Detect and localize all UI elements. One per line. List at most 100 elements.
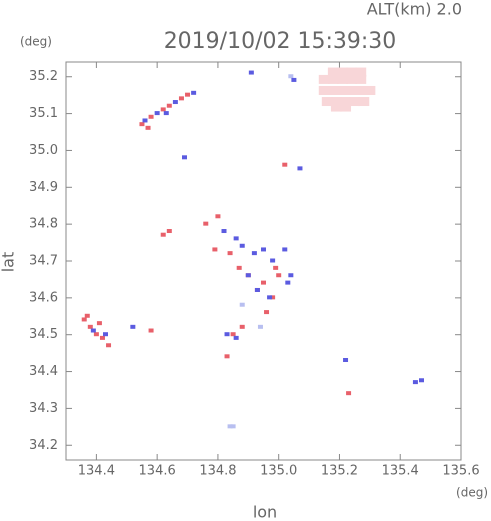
y-axis-label: lat (0, 252, 18, 273)
echo-point (346, 74, 358, 84)
echo-point (239, 243, 245, 248)
echo-point (267, 295, 273, 300)
echo-point (227, 424, 233, 429)
echo-point (276, 273, 282, 278)
echo-point (81, 317, 87, 322)
chart-title: 2019/10/02 15:39:30 (164, 29, 397, 54)
echo-point (282, 247, 288, 252)
echo-point (327, 85, 339, 95)
echo-point (245, 273, 251, 278)
echo-point (227, 251, 233, 256)
echo-point (163, 111, 169, 116)
echo-point (103, 332, 108, 337)
x-tick-label: 135.4 (382, 464, 419, 479)
echo-point (355, 85, 367, 95)
echo-point (340, 97, 352, 107)
x-tick-label: 135.2 (321, 464, 358, 479)
echo-point (327, 74, 339, 84)
echo-point (327, 67, 339, 77)
echo-point (239, 302, 245, 307)
x-tick-label: 134.4 (78, 464, 115, 479)
echo-point (254, 287, 260, 292)
echo-point (230, 424, 236, 429)
altitude: ALT(km) 2.0 (367, 0, 462, 19)
echo-point (248, 70, 254, 75)
echo-point (182, 155, 187, 160)
echo-point (99, 335, 105, 340)
x-tick-label: 135.0 (260, 464, 297, 479)
echo-point (130, 324, 136, 329)
echo-point (224, 354, 230, 359)
y-unit: (deg) (20, 35, 52, 49)
echo-point (318, 74, 330, 84)
echo-point (346, 85, 358, 95)
echo-point (343, 358, 349, 362)
echo-point (145, 125, 151, 130)
y-tick-label: 34.7 (29, 254, 58, 269)
echo-point (160, 232, 166, 237)
echo-point (337, 67, 348, 77)
echo-point (166, 103, 172, 108)
echo-point (172, 100, 178, 105)
y-tick-label: 34.4 (29, 364, 58, 379)
echo-point (148, 114, 154, 119)
echo-point (288, 74, 294, 79)
echo-point (148, 328, 154, 333)
x-unit: (deg) (456, 486, 488, 500)
echo-point (282, 162, 288, 167)
echo-point (346, 391, 352, 396)
x-axis-label: lon (253, 503, 277, 521)
y-tick-label: 35.1 (29, 106, 58, 121)
echo-point (178, 96, 184, 101)
y-tick-label: 35.0 (29, 143, 58, 158)
plot-frame (65, 61, 462, 461)
echo-point (139, 122, 145, 127)
echo-point (106, 343, 112, 348)
echo-point (261, 247, 266, 252)
echo-point (221, 229, 227, 234)
y-tick-label: 34.2 (29, 438, 58, 453)
echo-point (233, 335, 239, 340)
echo-point (321, 97, 333, 107)
echo-point (364, 85, 376, 95)
echo-point (239, 324, 245, 329)
echo-point (233, 236, 239, 241)
echo-point (212, 247, 218, 252)
y-tick-label: 35.2 (29, 69, 58, 84)
y-tick-label: 34.3 (29, 401, 58, 416)
echo-point (297, 166, 303, 171)
echo-point (93, 332, 99, 337)
echo-point (288, 273, 294, 278)
y-tick-label: 34.5 (29, 327, 58, 342)
echo-point (160, 107, 166, 112)
echo-point (273, 265, 279, 270)
echo-point (261, 280, 266, 285)
echo-point (224, 332, 230, 337)
echo-point (166, 229, 172, 234)
echo-point (264, 310, 270, 315)
x-tick-label: 134.6 (139, 464, 176, 479)
echo-point (412, 380, 418, 385)
echo-point (87, 324, 93, 329)
echo-point (270, 295, 276, 300)
echo-point (191, 90, 197, 95)
echo-point (318, 85, 330, 95)
echo-point (355, 67, 367, 77)
echo-point (203, 221, 209, 226)
echo-point (355, 74, 367, 84)
echo-point (330, 102, 342, 112)
echo-point (142, 118, 148, 123)
echo-point (337, 85, 348, 95)
echo-point (251, 251, 257, 256)
echo-point (154, 111, 160, 116)
echo-point (257, 324, 263, 329)
echo-point (340, 102, 352, 112)
echo-point (337, 74, 348, 84)
echo-point (84, 313, 90, 318)
y-tick-label: 34.8 (29, 217, 58, 232)
x-tick-label: 135.6 (442, 464, 479, 479)
echo-point (349, 97, 361, 107)
y-tick-label: 34.9 (29, 180, 58, 195)
echo-point (236, 265, 242, 270)
